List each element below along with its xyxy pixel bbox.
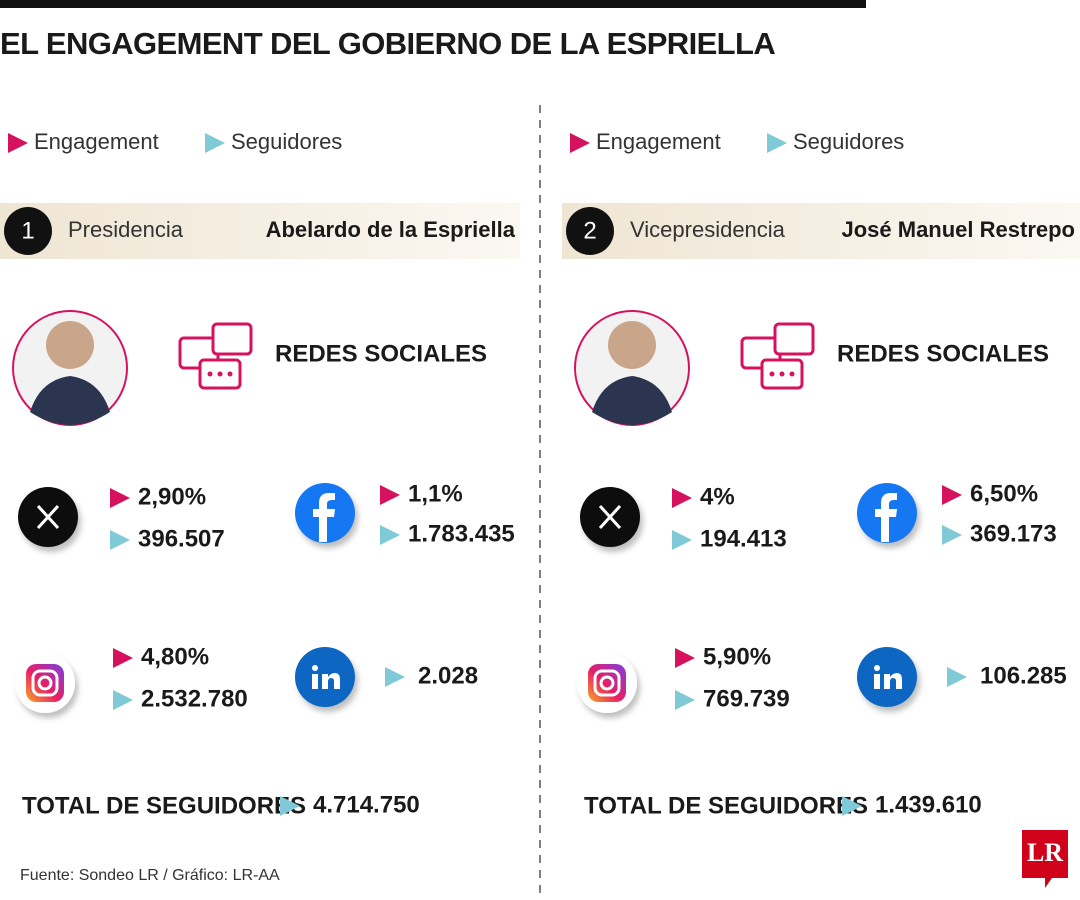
- followers-value: 2.532.780: [141, 685, 248, 712]
- triangle: [947, 667, 967, 687]
- triangle: [380, 525, 400, 545]
- legend-engagement: Engagement: [596, 129, 721, 154]
- source: Fuente: Sondeo LR / Gráfico: LR-AA: [20, 867, 280, 884]
- triangle: [113, 690, 133, 710]
- triangle: [675, 690, 695, 710]
- linkedin-i: [874, 674, 880, 689]
- triangle: [767, 133, 787, 153]
- followers-value: 194.413: [700, 525, 787, 552]
- facebook-glyph: [313, 493, 335, 542]
- total-value: 4.714.750: [313, 791, 420, 818]
- section-title: REDES SOCIALES: [275, 340, 487, 367]
- number-badge: [566, 207, 614, 255]
- triangle: [8, 133, 28, 153]
- x-glyph: [36, 504, 60, 530]
- triangle: [110, 488, 130, 508]
- facebook-glyph: [875, 493, 897, 542]
- linkedin-dot: [874, 665, 880, 671]
- followers-value: 1.783.435: [408, 520, 515, 547]
- triangle: [842, 796, 862, 816]
- linkedin-n: [884, 673, 902, 689]
- triangle: [110, 530, 130, 550]
- linkedin-n: [322, 673, 340, 689]
- triangle: [570, 133, 590, 153]
- person-name: José Manuel Restrepo: [841, 217, 1075, 242]
- x-glyph: [598, 504, 622, 530]
- triangle: [280, 796, 300, 816]
- followers-value: 2.028: [418, 662, 478, 689]
- total-label: TOTAL DE SEGUIDORES: [22, 792, 306, 819]
- bubble-dot: [779, 371, 785, 377]
- followers-value: 396.507: [138, 525, 225, 552]
- engagement-value: 1,1%: [408, 480, 463, 507]
- role: Presidencia: [68, 217, 184, 242]
- panel: Engagement Seguidores 1 Presidencia Abelardo…: [0, 129, 520, 819]
- number-badge: [4, 207, 52, 255]
- person-name: Abelardo de la Espriella: [266, 217, 516, 242]
- legend-engagement: Engagement: [34, 129, 159, 154]
- bubble-dot: [227, 371, 233, 377]
- instagram-lens: [37, 675, 53, 691]
- photo-head: [46, 321, 94, 369]
- legend-followers: Seguidores: [231, 129, 342, 154]
- photo-head: [608, 321, 656, 369]
- engagement-value: 5,90%: [703, 643, 771, 670]
- triangle: [380, 485, 400, 505]
- engagement-value: 6,50%: [970, 480, 1038, 507]
- logo-text: LR: [1027, 838, 1063, 867]
- bubble-2: [211, 322, 253, 356]
- bubble-dot: [217, 371, 223, 377]
- bubble-dot: [789, 371, 795, 377]
- triangle: [672, 530, 692, 550]
- instagram-glyph: [593, 669, 621, 697]
- triangle: [385, 667, 405, 687]
- header-band: [562, 203, 1080, 259]
- total-label: TOTAL DE SEGUIDORES: [584, 792, 868, 819]
- triangle: [672, 488, 692, 508]
- bubble-dot: [207, 371, 213, 377]
- linkedin-dot: [312, 665, 318, 671]
- linkedin-i: [312, 674, 318, 689]
- total-value: 1.439.610: [875, 791, 982, 818]
- number: 1: [21, 217, 34, 244]
- triangle: [113, 648, 133, 668]
- photo-body: [30, 376, 110, 425]
- logo: LR: [1022, 830, 1068, 888]
- engagement-value: 2,90%: [138, 483, 206, 510]
- top-rule: [0, 0, 866, 8]
- bubble-2: [773, 322, 815, 356]
- followers-value: 106.285: [980, 662, 1067, 689]
- role: Vicepresidencia: [630, 217, 786, 242]
- photo-body: [592, 376, 672, 425]
- triangle: [942, 525, 962, 545]
- instagram-glyph: [31, 669, 59, 697]
- legend-followers: Seguidores: [793, 129, 904, 154]
- header-band: [0, 203, 520, 259]
- title: EL ENGAGEMENT DEL GOBIERNO DE LA ESPRIEL…: [0, 26, 775, 61]
- instagram-lens: [599, 675, 615, 691]
- section-title: REDES SOCIALES: [837, 340, 1049, 367]
- followers-value: 369.173: [970, 520, 1057, 547]
- triangle: [675, 648, 695, 668]
- engagement-value: 4%: [700, 483, 735, 510]
- number: 2: [583, 217, 596, 244]
- triangle: [205, 133, 225, 153]
- engagement-value: 4,80%: [141, 643, 209, 670]
- triangle: [942, 485, 962, 505]
- panel: Engagement Seguidores 2 Vicepresidencia José…: [562, 129, 1080, 819]
- followers-value: 769.739: [703, 685, 790, 712]
- bubble-dot: [769, 371, 775, 377]
